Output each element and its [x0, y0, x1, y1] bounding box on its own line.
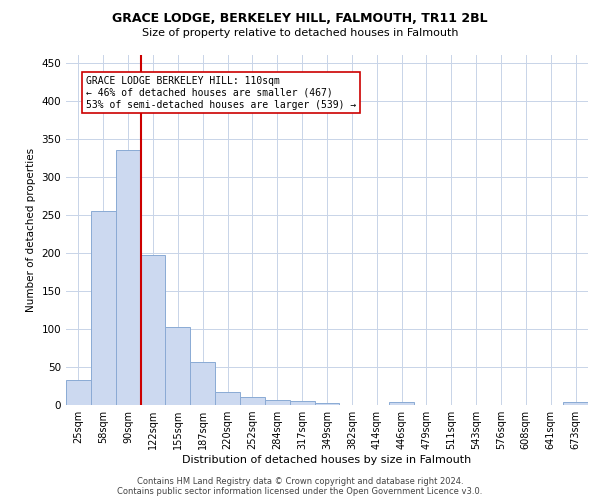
Bar [66, 380, 91, 405]
Bar [389, 402, 414, 405]
Text: GRACE LODGE, BERKELEY HILL, FALMOUTH, TR11 2BL: GRACE LODGE, BERKELEY HILL, FALMOUTH, TR… [112, 12, 488, 26]
Y-axis label: Number of detached properties: Number of detached properties [26, 148, 36, 312]
Bar [290, 401, 314, 405]
Bar [265, 400, 290, 405]
Bar [563, 402, 588, 405]
Bar [91, 211, 116, 405]
Text: GRACE LODGE BERKELEY HILL: 110sqm
← 46% of detached houses are smaller (467)
53%: GRACE LODGE BERKELEY HILL: 110sqm ← 46% … [86, 76, 356, 110]
Bar [314, 402, 340, 405]
Text: Size of property relative to detached houses in Falmouth: Size of property relative to detached ho… [142, 28, 458, 38]
Bar [240, 398, 265, 405]
Bar [166, 326, 190, 405]
Bar [190, 362, 215, 405]
X-axis label: Distribution of detached houses by size in Falmouth: Distribution of detached houses by size … [182, 455, 472, 465]
Bar [116, 150, 140, 405]
Bar [140, 255, 166, 405]
Text: Contains HM Land Registry data © Crown copyright and database right 2024.
Contai: Contains HM Land Registry data © Crown c… [118, 476, 482, 496]
Bar [215, 392, 240, 405]
